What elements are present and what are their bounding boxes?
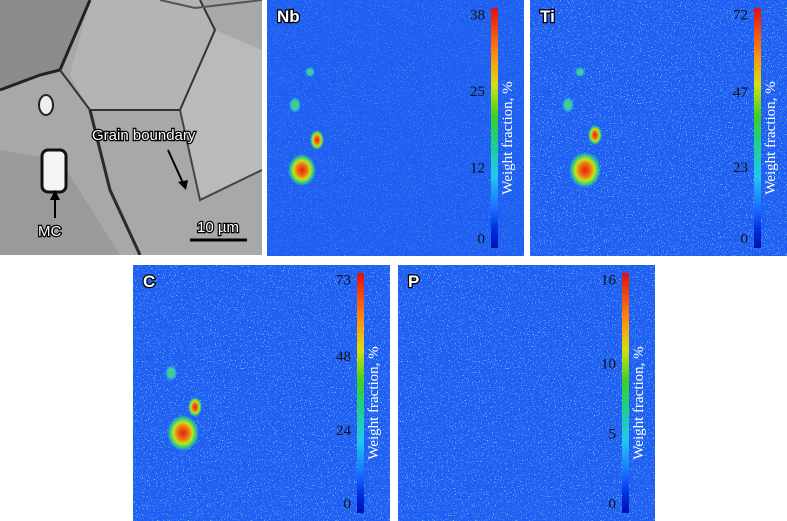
enrichment-spot bbox=[562, 97, 574, 113]
enrichment-spot bbox=[569, 152, 601, 188]
colorbar-tick-label: 5 bbox=[609, 426, 617, 442]
map-noise bbox=[267, 0, 524, 256]
element-label: P bbox=[408, 272, 419, 291]
map-noise bbox=[398, 265, 655, 521]
element-label: C bbox=[143, 272, 155, 291]
element-label: Nb bbox=[277, 7, 300, 26]
colorbar bbox=[357, 273, 364, 513]
colorbar-label: Weight fraction, % bbox=[366, 346, 382, 459]
colorbar-tick-label: 38 bbox=[470, 7, 485, 23]
colorbar-tick-label: 24 bbox=[336, 423, 352, 439]
colorbar bbox=[754, 8, 761, 248]
micrograph: MC Grain boundary 10 µm bbox=[0, 0, 262, 255]
element-label: Ti bbox=[540, 7, 555, 26]
colorbar-tick-label: 23 bbox=[733, 160, 748, 176]
colorbar-tick-label: 0 bbox=[609, 496, 617, 512]
enrichment-spot bbox=[310, 130, 324, 150]
enrichment-spot bbox=[289, 97, 301, 113]
enrichment-spot bbox=[167, 415, 199, 451]
colorbar-tick-label: 72 bbox=[733, 7, 748, 23]
boundary-label: Grain boundary bbox=[92, 127, 196, 144]
enrichment-spot bbox=[588, 125, 602, 145]
enrichment-spot bbox=[575, 67, 585, 77]
enrichment-spot bbox=[188, 397, 202, 417]
colorbar bbox=[622, 273, 629, 513]
colorbar-tick-label: 16 bbox=[601, 272, 617, 288]
colorbar-tick-label: 10 bbox=[601, 356, 616, 372]
map-noise bbox=[133, 265, 390, 521]
element-map: P 0 5 10 16 Weight fraction, % bbox=[398, 265, 655, 521]
colorbar bbox=[491, 8, 498, 248]
colorbar-tick-label: 0 bbox=[344, 496, 352, 512]
colorbar-tick-label: 0 bbox=[478, 231, 486, 247]
element-map: Nb 0 12 25 38 Weight fraction, % bbox=[267, 0, 524, 256]
colorbar-tick-label: 25 bbox=[470, 84, 485, 100]
colorbar-tick-label: 48 bbox=[336, 349, 351, 365]
colorbar-label: Weight fraction, % bbox=[763, 81, 779, 194]
scale-bar-label: 10 µm bbox=[197, 219, 239, 236]
map-noise bbox=[530, 0, 787, 256]
particle-label: MC bbox=[38, 223, 61, 240]
colorbar-tick-label: 47 bbox=[733, 85, 749, 101]
element-map: C 0 24 48 73 Weight fraction, % bbox=[133, 265, 390, 521]
enrichment-spot bbox=[288, 154, 316, 186]
colorbar-tick-label: 73 bbox=[336, 272, 351, 288]
colorbar-tick-label: 12 bbox=[470, 161, 485, 177]
colorbar-tick-label: 0 bbox=[741, 231, 749, 247]
colorbar-label: Weight fraction, % bbox=[631, 346, 647, 459]
element-map: Ti 0 23 47 72 Weight fraction, % bbox=[530, 0, 787, 256]
enrichment-spot bbox=[165, 365, 177, 381]
enrichment-spot bbox=[305, 67, 315, 77]
colorbar-label: Weight fraction, % bbox=[500, 81, 516, 194]
